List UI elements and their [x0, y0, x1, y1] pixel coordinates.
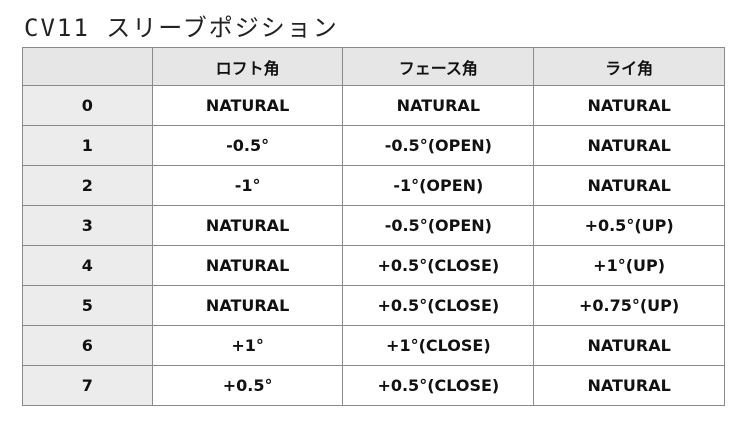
table-row: 7 +0.5° +0.5°(CLOSE) NATURAL: [22, 365, 725, 406]
cell-face: +1°(CLOSE): [342, 325, 535, 366]
cell-position: 3: [22, 205, 153, 246]
header-face-angle: フェース角: [342, 47, 535, 86]
sleeve-position-table: ロフト角 フェース角 ライ角 0 NATURAL NATURAL NATURAL 1 -0…: [22, 47, 725, 406]
table-row: 5 NATURAL +0.5°(CLOSE) +0.75°(UP): [22, 285, 725, 326]
table-row: 0 NATURAL NATURAL NATURAL: [22, 85, 725, 126]
cell-loft: NATURAL: [151, 85, 344, 126]
cell-loft: -1°: [151, 165, 344, 206]
cell-loft: NATURAL: [151, 245, 344, 286]
cell-position: 4: [22, 245, 153, 286]
cell-loft: +1°: [151, 325, 344, 366]
cell-face: NATURAL: [342, 85, 535, 126]
cell-position: 7: [22, 365, 153, 406]
cell-position: 1: [22, 125, 153, 166]
cell-lie: +1°(UP): [533, 245, 725, 286]
cell-lie: +0.75°(UP): [533, 285, 725, 326]
cell-position: 0: [22, 85, 153, 126]
header-loft-angle: ロフト角: [151, 47, 344, 86]
cell-lie: NATURAL: [533, 85, 725, 126]
table-row: 1 -0.5° -0.5°(OPEN) NATURAL: [22, 125, 725, 166]
page-title: CV11 スリーブポジション: [24, 14, 339, 42]
cell-face: -0.5°(OPEN): [342, 205, 535, 246]
cell-face: -0.5°(OPEN): [342, 125, 535, 166]
cell-lie: +0.5°(UP): [533, 205, 725, 246]
header-lie-angle: ライ角: [533, 47, 725, 86]
cell-loft: -0.5°: [151, 125, 344, 166]
cell-lie: NATURAL: [533, 365, 725, 406]
cell-position: 2: [22, 165, 153, 206]
table-row: 2 -1° -1°(OPEN) NATURAL: [22, 165, 725, 206]
table-row: 3 NATURAL -0.5°(OPEN) +0.5°(UP): [22, 205, 725, 246]
cell-lie: NATURAL: [533, 325, 725, 366]
header-position: [22, 47, 153, 86]
cell-lie: NATURAL: [533, 165, 725, 206]
cell-lie: NATURAL: [533, 125, 725, 166]
cell-face: +0.5°(CLOSE): [342, 245, 535, 286]
cell-loft: NATURAL: [151, 205, 344, 246]
header-row: ロフト角 フェース角 ライ角: [22, 47, 725, 86]
cell-position: 5: [22, 285, 153, 326]
cell-loft: NATURAL: [151, 285, 344, 326]
table-row: 4 NATURAL +0.5°(CLOSE) +1°(UP): [22, 245, 725, 286]
cell-loft: +0.5°: [151, 365, 344, 406]
cell-face: +0.5°(CLOSE): [342, 285, 535, 326]
cell-position: 6: [22, 325, 153, 366]
cell-face: -1°(OPEN): [342, 165, 535, 206]
cell-face: +0.5°(CLOSE): [342, 365, 535, 406]
table-row: 6 +1° +1°(CLOSE) NATURAL: [22, 325, 725, 366]
